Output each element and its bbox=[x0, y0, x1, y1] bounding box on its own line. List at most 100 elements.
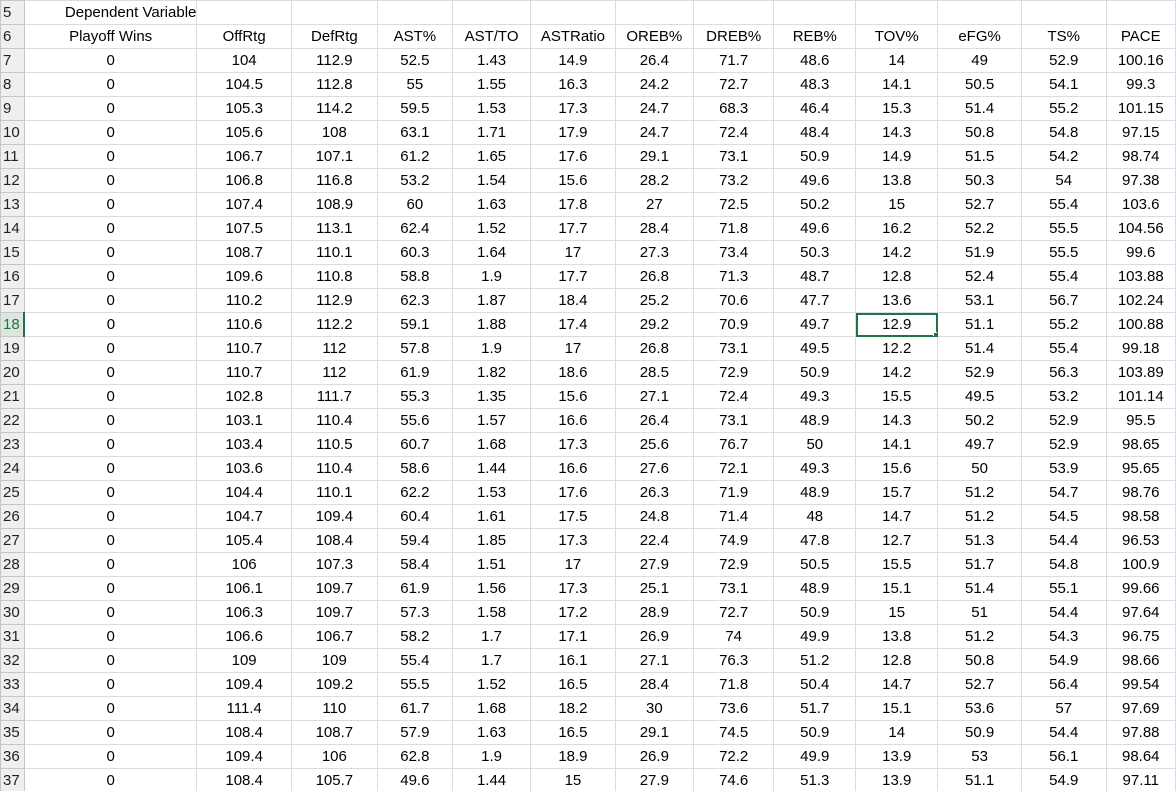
cell[interactable]: 15.1 bbox=[855, 696, 939, 721]
cell[interactable]: 15.6 bbox=[855, 456, 939, 481]
cell[interactable]: 109 bbox=[290, 648, 378, 673]
cell[interactable]: 1.63 bbox=[451, 192, 532, 217]
cell[interactable]: 107.5 bbox=[196, 216, 292, 241]
cell[interactable]: 73.4 bbox=[693, 240, 775, 265]
cell[interactable]: 50.5 bbox=[937, 72, 1022, 97]
cell[interactable]: 50.9 bbox=[773, 600, 857, 625]
cell[interactable]: 12.8 bbox=[855, 264, 939, 289]
cell[interactable]: 54.5 bbox=[1021, 504, 1107, 529]
cell[interactable]: 76.7 bbox=[693, 432, 775, 457]
cell[interactable]: 16.2 bbox=[855, 216, 939, 241]
row-header[interactable]: 18 bbox=[0, 312, 26, 337]
cell[interactable]: 49.9 bbox=[773, 744, 857, 769]
cell[interactable]: 113.1 bbox=[290, 216, 378, 241]
cell[interactable]: 110 bbox=[290, 696, 378, 721]
cell[interactable]: 14.3 bbox=[855, 120, 939, 145]
cell[interactable]: 13.9 bbox=[855, 768, 939, 791]
cell[interactable]: 52.9 bbox=[937, 360, 1022, 385]
cell[interactable]: 109.4 bbox=[196, 744, 292, 769]
cell[interactable]: 0 bbox=[23, 600, 198, 625]
cell[interactable]: 0 bbox=[23, 576, 198, 601]
cell[interactable]: 1.53 bbox=[451, 96, 532, 121]
cell[interactable]: 0 bbox=[23, 288, 198, 313]
cell[interactable]: 1.64 bbox=[451, 240, 532, 265]
column-header-cell[interactable]: PACE bbox=[1105, 24, 1176, 49]
row-header[interactable]: 29 bbox=[0, 576, 25, 601]
cell[interactable]: 110.6 bbox=[196, 312, 292, 337]
cell[interactable]: 98.64 bbox=[1105, 744, 1176, 769]
cell[interactable]: 51.7 bbox=[937, 552, 1022, 577]
cell[interactable]: 100.16 bbox=[1105, 48, 1176, 73]
cell[interactable]: 1.88 bbox=[451, 312, 532, 337]
cell[interactable]: 15.6 bbox=[530, 384, 616, 409]
cell[interactable]: 27.1 bbox=[614, 384, 695, 409]
cell[interactable]: 52.5 bbox=[376, 48, 453, 73]
cell[interactable] bbox=[1021, 0, 1107, 25]
row-header[interactable]: 16 bbox=[0, 264, 25, 289]
cell[interactable]: 106.8 bbox=[196, 168, 292, 193]
cell[interactable]: 71.3 bbox=[693, 264, 775, 289]
cell[interactable]: 15 bbox=[530, 768, 616, 791]
cell[interactable]: 27.9 bbox=[614, 768, 695, 791]
cell[interactable]: 100.88 bbox=[1105, 312, 1176, 337]
row-header[interactable]: 35 bbox=[0, 720, 25, 745]
cell[interactable]: 1.51 bbox=[451, 552, 532, 577]
cell[interactable]: 74 bbox=[693, 624, 775, 649]
cell[interactable]: 18.2 bbox=[530, 696, 616, 721]
column-header-cell[interactable]: TS% bbox=[1021, 24, 1107, 49]
cell[interactable]: 17.8 bbox=[530, 192, 616, 217]
cell[interactable]: 1.54 bbox=[451, 168, 532, 193]
cell[interactable]: 26.9 bbox=[614, 744, 695, 769]
cell[interactable]: 54.1 bbox=[1021, 72, 1107, 97]
cell[interactable]: 17 bbox=[530, 240, 616, 265]
cell[interactable]: 112 bbox=[290, 360, 378, 385]
cell[interactable]: 0 bbox=[23, 192, 198, 217]
cell[interactable]: 13.8 bbox=[855, 624, 939, 649]
cell[interactable]: 55.2 bbox=[1021, 96, 1107, 121]
row-header[interactable]: 26 bbox=[0, 504, 25, 529]
cell[interactable]: 72.7 bbox=[693, 72, 775, 97]
cell[interactable]: 17.3 bbox=[530, 96, 616, 121]
row-header[interactable]: 11 bbox=[0, 144, 25, 169]
cell[interactable]: 111.4 bbox=[196, 696, 292, 721]
cell[interactable]: 105.7 bbox=[290, 768, 378, 791]
cell[interactable]: 1.52 bbox=[451, 672, 532, 697]
cell[interactable]: 17.3 bbox=[530, 432, 616, 457]
cell[interactable]: 72.9 bbox=[693, 552, 775, 577]
cell[interactable]: 50.2 bbox=[773, 192, 857, 217]
cell[interactable] bbox=[614, 0, 695, 25]
cell[interactable]: 101.15 bbox=[1105, 96, 1176, 121]
cell[interactable]: 110.7 bbox=[196, 336, 292, 361]
cell[interactable]: 51.5 bbox=[937, 144, 1022, 169]
cell[interactable]: 13.9 bbox=[855, 744, 939, 769]
cell[interactable]: 104 bbox=[196, 48, 292, 73]
row-header[interactable]: 23 bbox=[0, 432, 25, 457]
cell[interactable]: 98.65 bbox=[1105, 432, 1176, 457]
cell[interactable]: 0 bbox=[23, 456, 198, 481]
cell[interactable]: 97.38 bbox=[1105, 168, 1176, 193]
cell[interactable]: 108.4 bbox=[290, 528, 378, 553]
cell[interactable]: 0 bbox=[23, 408, 198, 433]
cell[interactable]: 14.1 bbox=[855, 432, 939, 457]
row-header[interactable]: 12 bbox=[0, 168, 25, 193]
cell[interactable] bbox=[376, 0, 453, 25]
cell[interactable]: 15.3 bbox=[855, 96, 939, 121]
cell[interactable] bbox=[196, 0, 292, 25]
cell[interactable]: 1.9 bbox=[451, 336, 532, 361]
cell[interactable]: 49.5 bbox=[773, 336, 857, 361]
cell[interactable]: 17.2 bbox=[530, 600, 616, 625]
cell[interactable]: 52.4 bbox=[937, 264, 1022, 289]
cell[interactable]: 50.4 bbox=[773, 672, 857, 697]
cell[interactable]: 1.7 bbox=[451, 624, 532, 649]
cell[interactable]: 47.8 bbox=[773, 528, 857, 553]
cell[interactable]: 1.82 bbox=[451, 360, 532, 385]
cell[interactable]: 48 bbox=[773, 504, 857, 529]
cell[interactable]: 24.2 bbox=[614, 72, 695, 97]
cell[interactable]: 99.3 bbox=[1105, 72, 1176, 97]
cell[interactable]: 1.43 bbox=[451, 48, 532, 73]
row-header[interactable]: 28 bbox=[0, 552, 25, 577]
cell[interactable]: 99.54 bbox=[1105, 672, 1176, 697]
cell[interactable]: 51.4 bbox=[937, 576, 1022, 601]
cell[interactable]: 59.1 bbox=[376, 312, 453, 337]
cell[interactable]: 71.7 bbox=[693, 48, 775, 73]
